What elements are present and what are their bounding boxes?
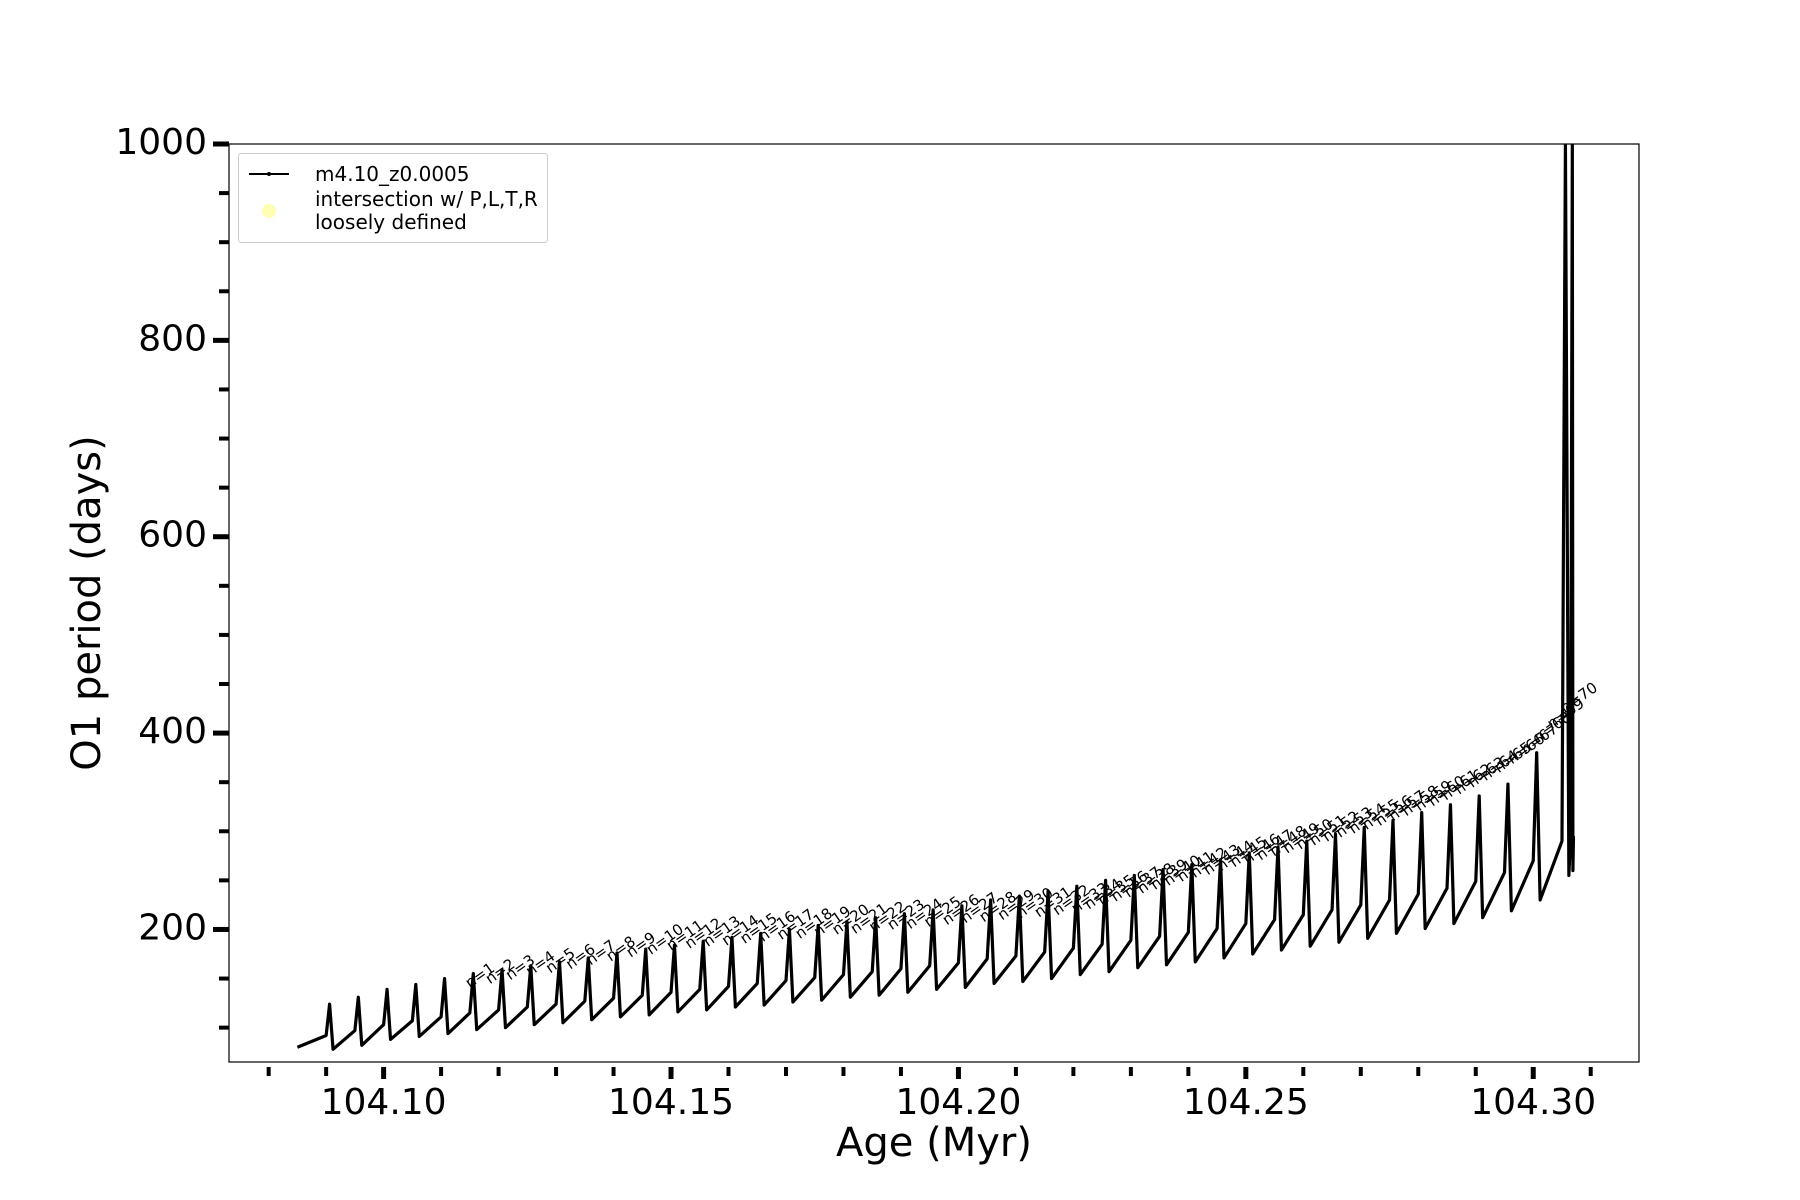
x-tick-label: 104.30 — [1470, 1082, 1596, 1123]
x-tick-label: 104.10 — [321, 1082, 447, 1123]
legend-label: m4.10_z0.0005 — [315, 161, 470, 186]
legend-key — [249, 172, 289, 176]
x-tick-label: 104.15 — [608, 1082, 734, 1123]
data-line — [296, 144, 1576, 1051]
plot-area — [296, 144, 1576, 1051]
x-axis-label: Age (Myr) — [836, 1120, 1032, 1166]
y-tick-label: 800 — [138, 318, 207, 359]
legend-marker — [262, 204, 276, 218]
legend-entry: m4.10_z0.0005 — [239, 162, 547, 186]
y-tick-label: 200 — [138, 907, 207, 948]
y-axis-label: O1 period (days) — [64, 435, 110, 770]
legend-key — [262, 204, 276, 218]
x-tick-label: 104.25 — [1183, 1082, 1309, 1123]
plot-frame — [228, 143, 1640, 1063]
legend-label: intersection w/ P,L,T,R loosely defined — [315, 187, 538, 234]
x-tick-label: 104.20 — [895, 1082, 1021, 1123]
y-tick-label: 1000 — [115, 122, 207, 163]
legend: m4.10_z0.0005 intersection w/ P,L,T,R loo… — [238, 153, 548, 243]
legend-marker — [267, 172, 271, 176]
y-tick-label: 600 — [138, 515, 207, 556]
y-tick-label: 400 — [138, 711, 207, 752]
legend-entry: intersection w/ P,L,T,R loosely defined — [239, 188, 547, 234]
